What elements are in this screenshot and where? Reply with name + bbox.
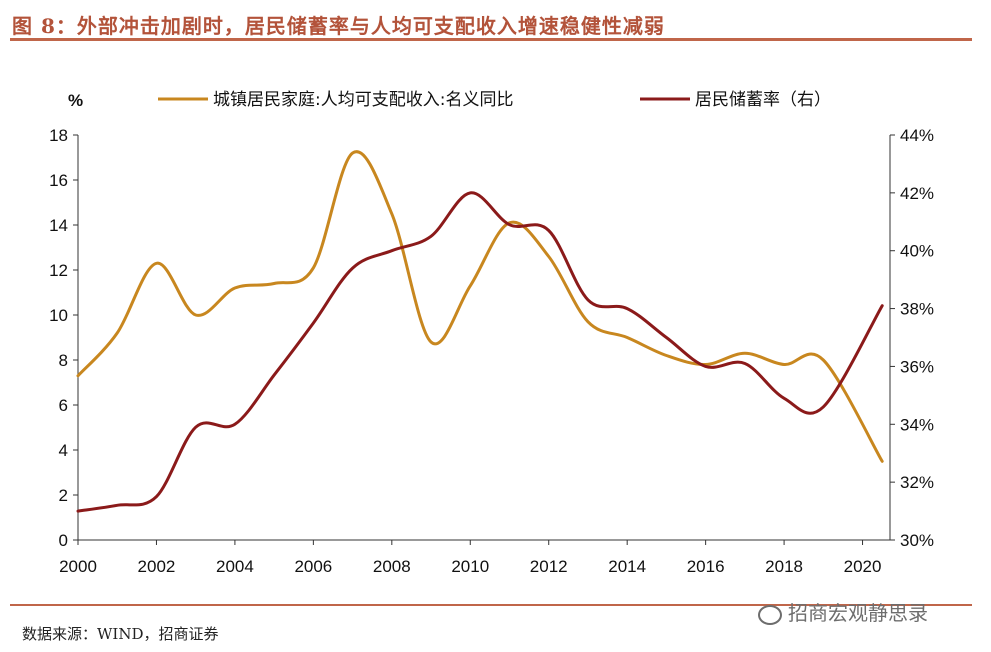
x-tick-label: 2014: [608, 557, 646, 576]
y-right-tick-label: 30%: [900, 531, 934, 550]
x-tick-label: 2018: [765, 557, 803, 576]
chart-axes: [77, 135, 891, 541]
legend: 城镇居民家庭:人均可支配收入:名义同比 居民储蓄率（右）: [158, 90, 831, 110]
y-right-tick-label: 36%: [900, 357, 934, 376]
x-tick-label: 2008: [373, 557, 411, 576]
tick-marks: [73, 134, 895, 545]
series-lines: [76, 150, 884, 513]
y-right-tick-label: 32%: [900, 473, 934, 492]
x-tick-label: 2016: [687, 557, 725, 576]
x-tick-label: 2012: [530, 557, 568, 576]
x-tick-label: 2002: [138, 557, 176, 576]
y-left-tick-label: 10: [49, 306, 68, 325]
y-left-tick-label: 6: [59, 396, 68, 415]
y-left-tick-label: 0: [59, 531, 68, 550]
savings-rate-line: [76, 191, 884, 513]
x-tick-label: 2006: [294, 557, 332, 576]
y-left-unit: %: [68, 91, 83, 110]
x-tick-label: 2000: [59, 557, 97, 576]
figure-title: 图 8：外部冲击加剧时，居民储蓄率与人均可支配收入增速稳健性减弱: [12, 14, 665, 38]
y-right-tick-label: 40%: [900, 242, 934, 261]
x-tick-label: 2020: [844, 557, 882, 576]
x-tick-label: 2010: [451, 557, 489, 576]
watermark: 招商宏观静思录: [758, 597, 928, 626]
legend-label-savings: 居民储蓄率（右）: [695, 90, 831, 110]
legend-label-income: 城镇居民家庭:人均可支配收入:名义同比: [213, 90, 513, 110]
y-left-tick-label: 8: [59, 351, 68, 370]
footer-rule: [10, 604, 972, 606]
y-right-tick-label: 38%: [900, 300, 934, 319]
y-left-tick-label: 16: [49, 171, 68, 190]
y-left-tick-label: 12: [49, 261, 68, 280]
y-left-tick-label: 14: [49, 216, 68, 235]
title-rule: [10, 38, 972, 41]
x-tick-label: 2004: [216, 557, 254, 576]
source-note: 数据来源：WIND，招商证券: [22, 625, 219, 643]
wechat-icon: [758, 604, 782, 625]
y-left-tick-label: 4: [59, 441, 68, 460]
tick-labels: 2000 2002 2004 2006 2008 2010 2012 2014 2016 2018…: [49, 126, 934, 576]
y-right-tick-label: 42%: [900, 184, 934, 203]
y-left-tick-label: 18: [49, 126, 68, 145]
income-growth-line: [76, 150, 884, 463]
watermark-text: 招商宏观静思录: [788, 601, 928, 625]
y-right-tick-label: 34%: [900, 415, 934, 434]
y-right-tick-label: 44%: [900, 126, 934, 145]
y-left-tick-label: 2: [59, 486, 68, 505]
